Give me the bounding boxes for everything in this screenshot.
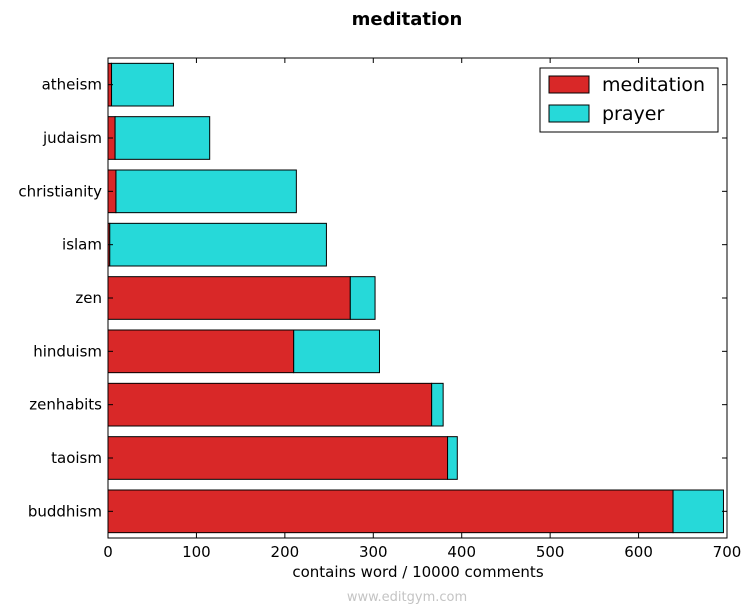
chart-title: meditation <box>352 9 463 30</box>
x-tick-label: 400 <box>447 543 476 561</box>
bars-group <box>107 62 724 534</box>
watermark: www.editgym.com <box>347 590 467 605</box>
bar-meditation-taoism <box>107 436 449 480</box>
legend-swatch-prayer <box>548 104 590 123</box>
bar-prayer-buddhism <box>672 489 724 534</box>
y-tick-label: hinduism <box>33 342 102 360</box>
legend-swatch-meditation <box>548 75 590 94</box>
bar-prayer-hinduism <box>293 329 380 374</box>
x-tick-label: 0 <box>103 543 113 561</box>
legend-label-meditation: meditation <box>602 74 705 96</box>
y-tick-label: zenhabits <box>29 396 102 414</box>
y-tick-label: atheism <box>42 76 102 94</box>
bar-meditation-zenhabits <box>107 382 433 427</box>
y-tick-label: judaism <box>42 129 102 147</box>
bar-prayer-islam <box>109 222 327 267</box>
ticks-group: atheism judaism christianity islam zen hindui… <box>18 58 741 561</box>
y-tick-label: islam <box>62 236 102 254</box>
bar-prayer-zen <box>349 276 376 320</box>
legend: meditation prayer <box>539 67 719 133</box>
x-tick-label: 200 <box>271 543 300 561</box>
legend-label-prayer: prayer <box>602 103 664 125</box>
x-axis-label: contains word / 10000 comments <box>292 563 543 581</box>
x-tick-label: 100 <box>182 543 211 561</box>
y-tick-label: zen <box>75 289 102 307</box>
x-tick-label: 500 <box>536 543 565 561</box>
bar-prayer-zenhabits <box>431 382 444 427</box>
bar-meditation-zen <box>107 276 351 320</box>
bar-meditation-hinduism <box>107 329 295 374</box>
x-tick-label: 600 <box>624 543 653 561</box>
y-tick-label: taoism <box>51 449 102 467</box>
plot-frame <box>107 57 728 539</box>
bar-prayer-christianity <box>115 169 297 214</box>
x-tick-label: 300 <box>359 543 388 561</box>
bar-prayer-taoism <box>447 436 458 480</box>
y-tick-label: christianity <box>18 182 102 200</box>
bar-prayer-atheism <box>111 62 174 107</box>
bar-prayer-judaism <box>114 116 211 160</box>
bar-meditation-buddhism <box>107 489 674 534</box>
y-tick-label: buddhism <box>28 502 102 520</box>
x-tick-label: 700 <box>713 543 742 561</box>
